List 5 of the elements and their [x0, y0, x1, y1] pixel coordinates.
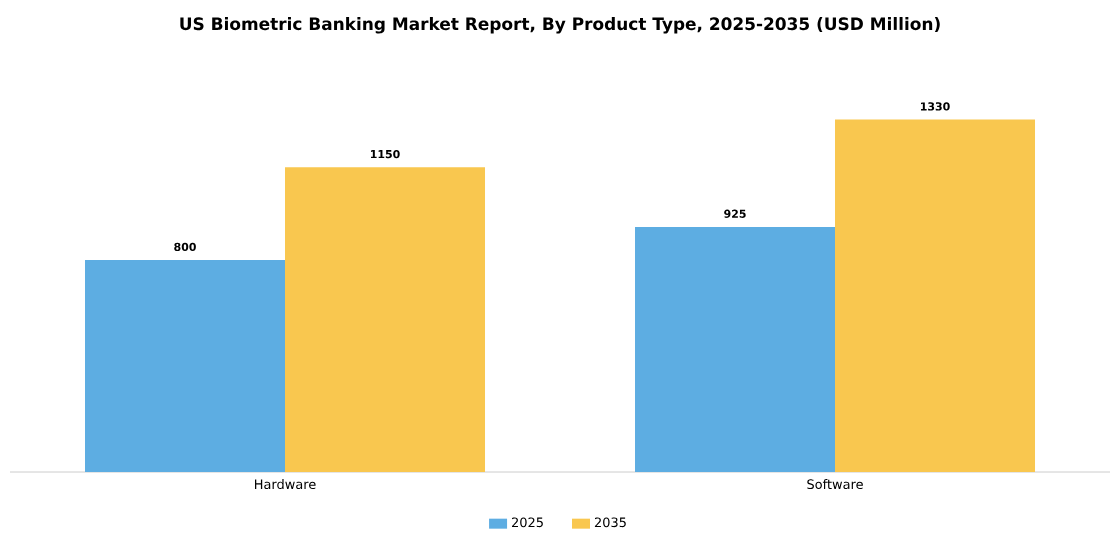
bar — [285, 167, 486, 472]
bar — [85, 260, 285, 472]
chart-title: US Biometric Banking Market Report, By Product Type, 2025-2035 (USD Million) — [180, 17, 940, 34]
bar — [635, 226, 836, 472]
bar — [835, 119, 1036, 472]
